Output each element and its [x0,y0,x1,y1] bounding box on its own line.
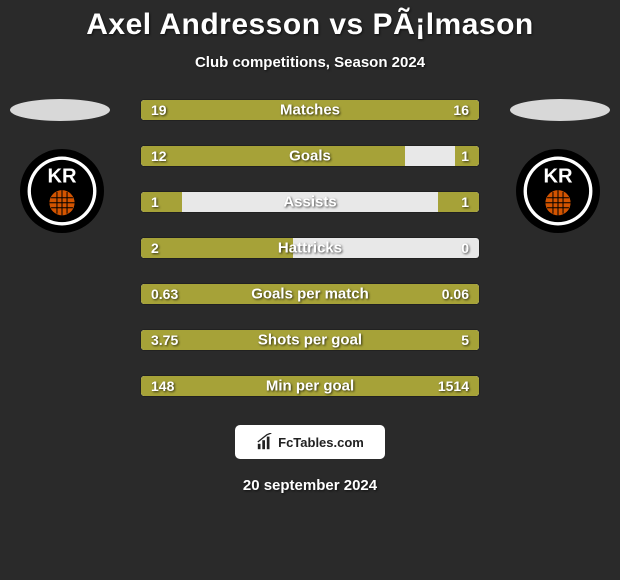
stat-value-left: 12 [151,148,167,164]
bar-left-fill [141,192,182,212]
bar-left-fill [141,238,293,258]
stat-row: 19 Matches 16 [140,99,480,121]
stat-value-right: 1 [461,148,469,164]
player-right-logo: KR [516,149,600,238]
stat-value-right: 0 [461,240,469,256]
stat-bars-column: 19 Matches 16 12 Goals 1 1 Assists 1 [140,99,480,397]
stat-value-right: 1 [461,194,469,210]
stat-row: 3.75 Shots per goal 5 [140,329,480,351]
club-logo-icon: KR [20,149,104,233]
date-line: 20 september 2024 [0,477,620,494]
stat-label: Goals [289,148,331,165]
stat-value-right: 0.06 [442,286,469,302]
stat-row: 0.63 Goals per match 0.06 [140,283,480,305]
stat-value-left: 1 [151,194,159,210]
stat-value-left: 19 [151,102,167,118]
stat-value-right: 1514 [438,378,469,394]
branding-text: FcTables.com [278,435,364,450]
stats-area: KR KR [0,99,620,397]
player-left-ellipse [10,99,110,121]
stat-value-right: 16 [453,102,469,118]
stat-row: 1 Assists 1 [140,191,480,213]
subtitle: Club competitions, Season 2024 [0,54,620,71]
comparison-card: Axel Andresson vs PÃ¡lmason Club competi… [0,0,620,580]
stat-value-left: 3.75 [151,332,178,348]
stat-label: Min per goal [266,378,354,395]
page-title: Axel Andresson vs PÃ¡lmason [0,8,620,42]
stat-value-left: 2 [151,240,159,256]
player-right-ellipse [510,99,610,121]
stat-label: Shots per goal [258,332,362,349]
stat-value-right: 5 [461,332,469,348]
stat-label: Assists [283,194,336,211]
stat-value-left: 0.63 [151,286,178,302]
stat-row: 148 Min per goal 1514 [140,375,480,397]
stat-value-left: 148 [151,378,174,394]
stat-row: 2 Hattricks 0 [140,237,480,259]
stat-label: Goals per match [251,286,369,303]
svg-text:KR: KR [543,166,573,188]
player-left-logo: KR [20,149,104,238]
stat-label: Hattricks [278,240,342,257]
club-logo-icon: KR [516,149,600,233]
bar-left-fill [141,146,405,166]
bar-right-fill [438,192,479,212]
branding-badge: FcTables.com [235,425,385,459]
svg-text:KR: KR [47,166,77,188]
stat-label: Matches [280,102,340,119]
stat-row: 12 Goals 1 [140,145,480,167]
chart-icon [256,433,274,451]
